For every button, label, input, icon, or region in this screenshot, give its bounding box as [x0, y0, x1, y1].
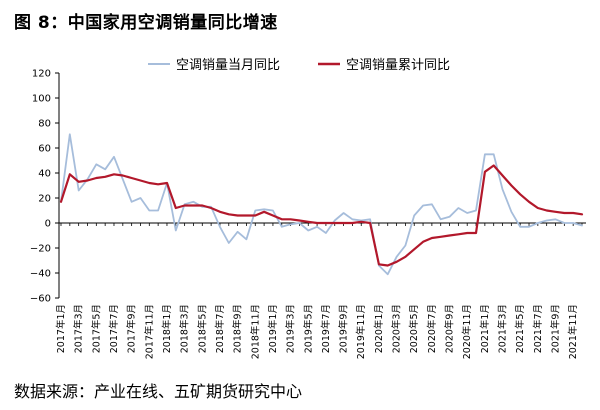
data-source-note: 数据来源：产业在线、五矿期货研究中心: [14, 382, 303, 401]
x-tick-label: 2017年3月: [73, 304, 85, 353]
x-tick-label: 2018年1月: [161, 304, 173, 353]
x-tick-label: 2019年1月: [267, 304, 279, 353]
y-tick-label: 120: [32, 69, 51, 80]
y-tick-label: −40: [30, 269, 51, 280]
x-tick-label: 2021年7月: [532, 304, 544, 353]
x-tick-label: 2021年1月: [479, 304, 491, 353]
series-layer: [59, 133, 584, 276]
y-tick-label: −20: [30, 244, 51, 255]
y-tick-label: −60: [30, 294, 51, 305]
legend-label-monthly-yoy: 空调销量当月同比: [176, 58, 280, 73]
x-tick-label: 2019年11月: [355, 304, 367, 359]
x-tick-label: 2021年11月: [567, 304, 579, 359]
x-tick-label: 2018年7月: [214, 304, 226, 353]
x-tick-label: 2021年5月: [514, 304, 526, 353]
x-tick-label: 2017年5月: [90, 304, 102, 353]
x-tick-label: 2020年5月: [408, 304, 420, 353]
chart-title: 图 8：中国家用空调销量同比增速: [14, 13, 278, 33]
y-tick-label: 100: [32, 94, 51, 105]
x-tick-label: 2021年9月: [550, 304, 562, 353]
x-tick-label: 2020年3月: [391, 304, 403, 353]
series-line-monthly-yoy: [60, 133, 583, 276]
x-tick-label: 2017年9月: [126, 304, 138, 353]
x-tick-label: 2017年7月: [108, 304, 120, 353]
x-tick-label: 2017年11月: [143, 304, 155, 359]
x-tick-label: 2018年9月: [232, 304, 244, 353]
x-tick-label: 2019年5月: [302, 304, 314, 353]
x-tick-label: 2020年7月: [426, 304, 438, 353]
x-axis: 2017年1月 2017年3月 2017年5月 2017年7月 2017年9月 2017年…: [55, 222, 586, 359]
x-tick-label: 2018年11月: [249, 304, 261, 359]
x-tick-label: 2018年5月: [196, 304, 208, 353]
chart-legend: 空调销量当月同比 空调销量累计同比: [148, 58, 450, 73]
y-tick-label: 80: [38, 119, 51, 130]
y-tick-label: 20: [38, 194, 51, 205]
x-tick-label: 2020年9月: [444, 304, 456, 353]
y-tick-label: 0: [45, 219, 51, 230]
x-tick-label: 2020年1月: [373, 304, 385, 353]
x-tick-label: 2019年3月: [285, 304, 297, 353]
x-tick-label: 2020年11月: [461, 304, 473, 359]
y-axis: −60 −40 −20 0 20 40 60 80 100 120: [30, 69, 60, 305]
y-tick-label: 60: [38, 144, 51, 155]
series-line-cumulative-yoy: [59, 164, 584, 267]
x-tick-label: 2018年3月: [179, 304, 191, 353]
y-tick-label: 40: [38, 169, 51, 180]
legend-label-cumulative-yoy: 空调销量累计同比: [346, 58, 450, 73]
x-tick-label: 2019年7月: [320, 304, 332, 353]
x-tick-label: 2019年9月: [338, 304, 350, 353]
x-tick-label: 2017年1月: [55, 304, 67, 353]
x-tick-label: 2021年3月: [497, 304, 509, 353]
